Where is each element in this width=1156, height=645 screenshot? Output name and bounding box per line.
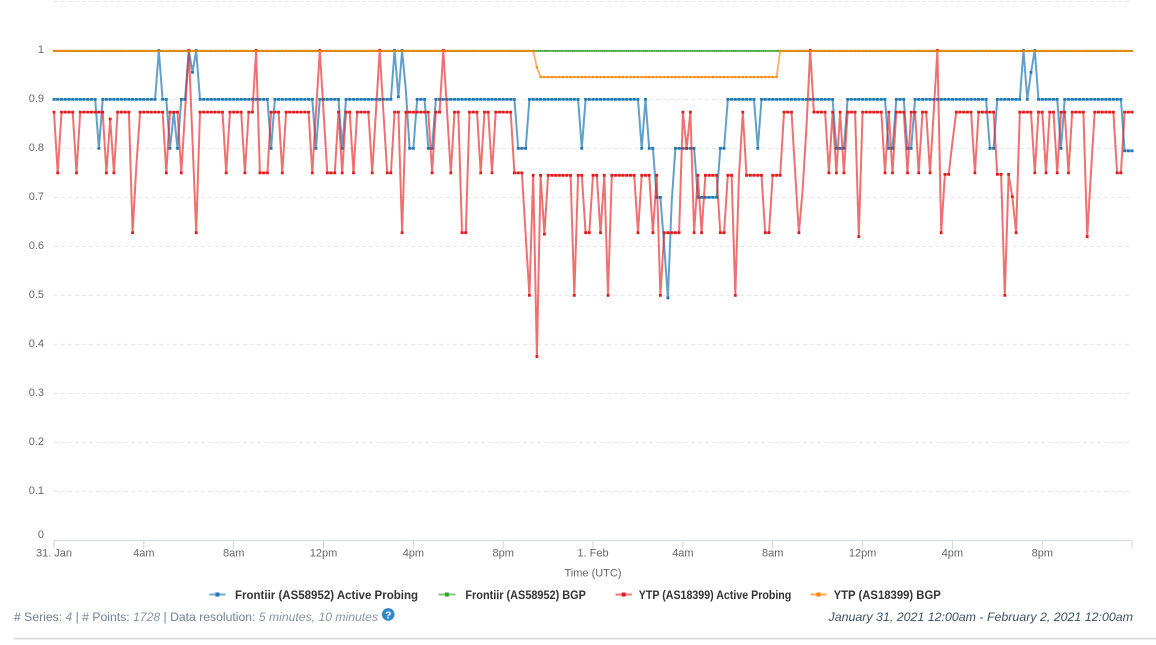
svg-text:Frontiir (AS58952) BGP: Frontiir (AS58952) BGP bbox=[465, 588, 586, 602]
svg-text:0.4: 0.4 bbox=[29, 338, 44, 350]
svg-text:8am: 8am bbox=[223, 548, 244, 560]
svg-text:0.3: 0.3 bbox=[29, 387, 44, 399]
svg-text:1. Feb: 1. Feb bbox=[577, 548, 608, 560]
svg-text:0.9: 0.9 bbox=[29, 93, 44, 105]
svg-text:4pm: 4pm bbox=[403, 548, 424, 560]
svg-text:8pm: 8pm bbox=[492, 548, 513, 560]
svg-text:0.8: 0.8 bbox=[29, 142, 44, 154]
svg-text:4am: 4am bbox=[672, 548, 693, 560]
svg-text:0.6: 0.6 bbox=[29, 240, 44, 252]
svg-text:4pm: 4pm bbox=[942, 548, 963, 560]
svg-text:0.2: 0.2 bbox=[29, 436, 44, 448]
svg-text:31. Jan: 31. Jan bbox=[36, 548, 72, 560]
svg-text:0.5: 0.5 bbox=[29, 289, 44, 301]
svg-text:8pm: 8pm bbox=[1032, 548, 1053, 560]
svg-text:?: ? bbox=[385, 609, 391, 621]
svg-text:1: 1 bbox=[38, 44, 44, 56]
svg-text:# Series: 4 | # Points: 1728 |: # Series: 4 | # Points: 1728 | Data reso… bbox=[14, 610, 378, 624]
svg-text:Frontiir (AS58952) Active Prob: Frontiir (AS58952) Active Probing bbox=[235, 588, 418, 602]
svg-text:12pm: 12pm bbox=[849, 548, 877, 560]
svg-text:Time (UTC): Time (UTC) bbox=[564, 568, 621, 580]
svg-text:YTP (AS18399) BGP: YTP (AS18399) BGP bbox=[834, 588, 941, 602]
svg-text:YTP (AS18399) Active Probing: YTP (AS18399) Active Probing bbox=[639, 588, 792, 602]
svg-text:0.1: 0.1 bbox=[29, 485, 44, 497]
svg-text:January 31, 2021 12:00am - Feb: January 31, 2021 12:00am - February 2, 2… bbox=[828, 610, 1133, 624]
svg-text:0: 0 bbox=[38, 529, 44, 541]
svg-text:8am: 8am bbox=[762, 548, 783, 560]
svg-text:4am: 4am bbox=[133, 548, 154, 560]
svg-text:12pm: 12pm bbox=[310, 548, 338, 560]
svg-text:0.7: 0.7 bbox=[29, 191, 44, 203]
